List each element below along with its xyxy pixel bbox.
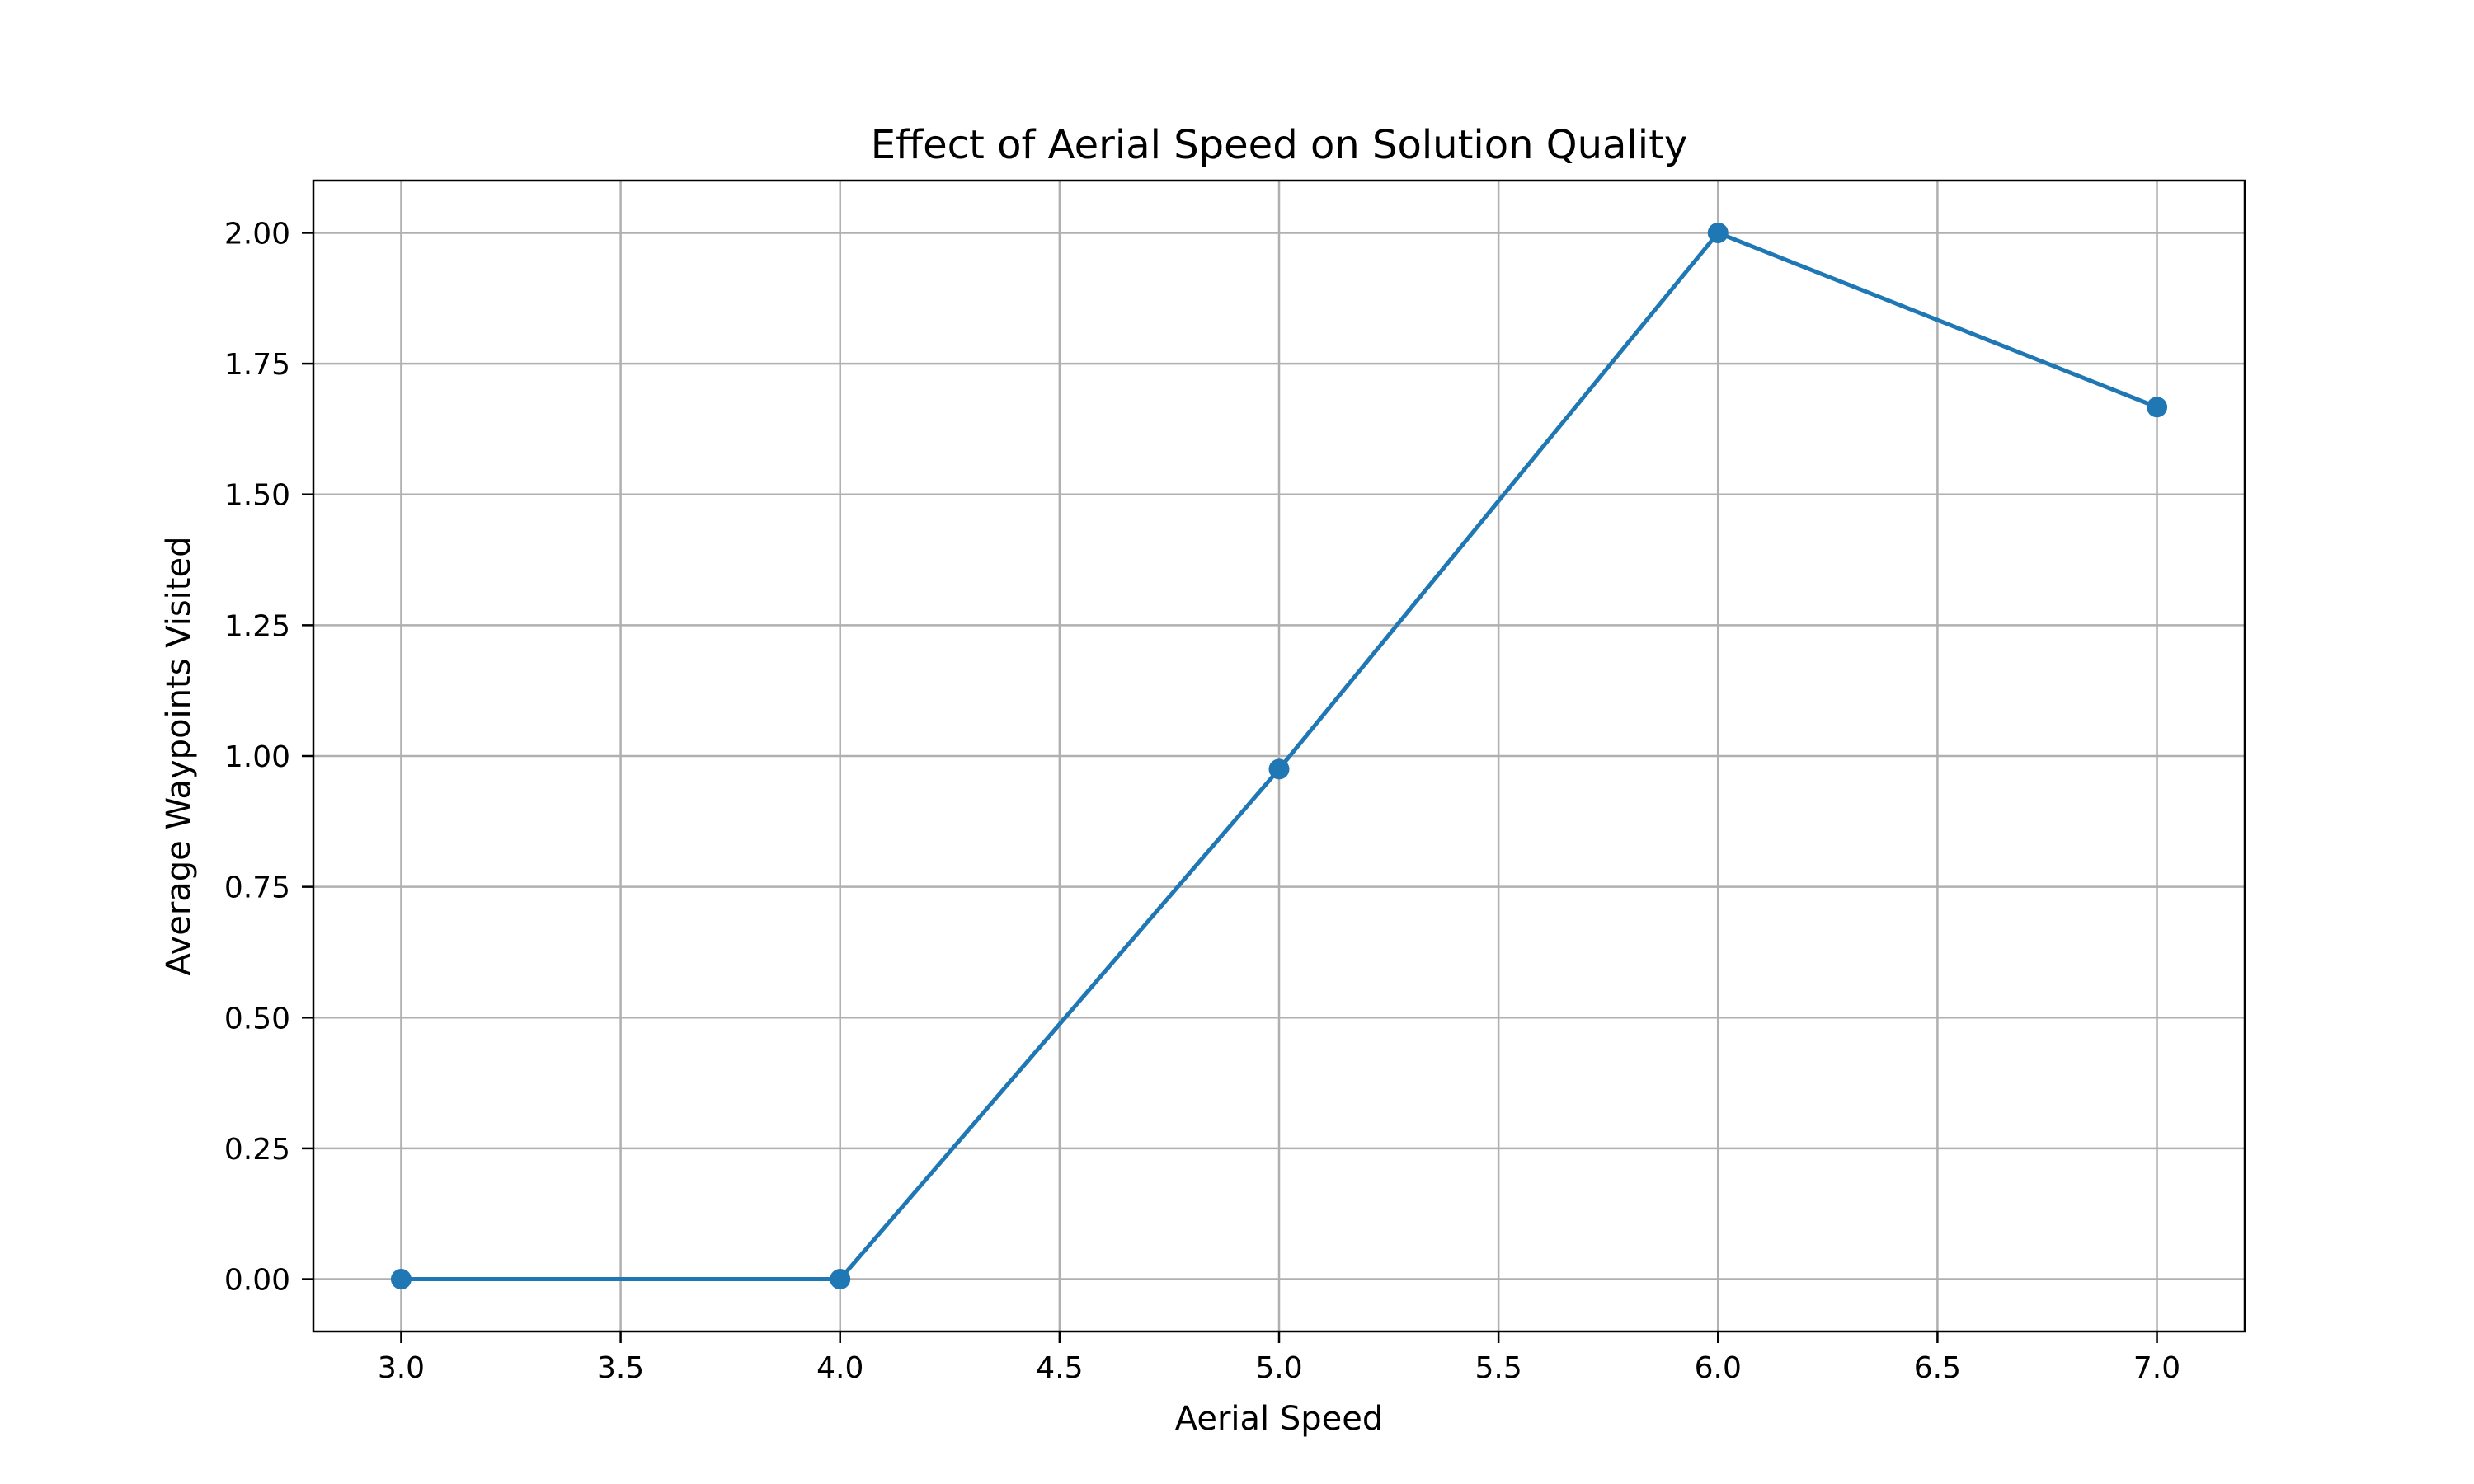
- x-tick-label: 7.0: [2133, 1351, 2180, 1385]
- x-tick-label: 3.5: [597, 1351, 644, 1385]
- x-tick-label: 5.0: [1255, 1351, 1302, 1385]
- chart-title: Effect of Aerial Speed on Solution Quali…: [871, 122, 1688, 168]
- data-point: [830, 1269, 851, 1290]
- data-point: [1268, 758, 1290, 780]
- x-tick-label: 3.0: [378, 1351, 425, 1385]
- y-tick-label: 1.25: [224, 609, 290, 643]
- data-point: [390, 1269, 412, 1290]
- x-tick-label: 4.0: [816, 1351, 863, 1385]
- y-tick-label: 1.75: [224, 348, 290, 382]
- x-axis-title: Aerial Speed: [1175, 1400, 1384, 1438]
- y-tick-label: 1.00: [224, 740, 290, 774]
- x-tick-label: 6.0: [1695, 1351, 1742, 1385]
- y-tick-label: 0.00: [224, 1264, 290, 1298]
- y-tick-label: 0.25: [224, 1133, 290, 1167]
- data-point: [1707, 222, 1729, 243]
- data-point: [2147, 397, 2168, 418]
- y-tick-label: 0.50: [224, 1002, 290, 1036]
- y-tick-label: 2.00: [224, 217, 290, 251]
- x-tick-label: 6.5: [1914, 1351, 1961, 1385]
- x-tick-label: 4.5: [1036, 1351, 1083, 1385]
- y-tick-label: 0.75: [224, 871, 290, 905]
- y-axis-title: Average Waypoints Visited: [160, 537, 198, 976]
- ticks: 3.0 3.5 4.0 4.5 5.0 5.5 6.0 6.5 7.0 0.00 0.25 0.50 0…: [224, 217, 2180, 1385]
- y-tick-label: 1.50: [224, 479, 290, 513]
- series-layer: [390, 222, 2168, 1290]
- x-tick-label: 5.5: [1475, 1351, 1522, 1385]
- grid: [313, 181, 2245, 1331]
